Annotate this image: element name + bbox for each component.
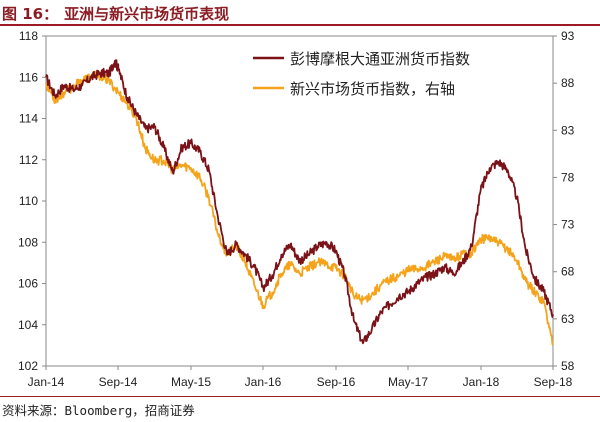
bottom-rule [0, 396, 600, 397]
left-tick-label: 106 [18, 277, 38, 291]
x-tick-label: Jan-18 [463, 375, 500, 389]
x-tick-label: May-15 [171, 375, 211, 389]
line-chart: 102 104 106 108 110 112 114 116 118 58 63 68 73 78 83 8… [18, 29, 575, 389]
left-tick-label: 104 [18, 318, 38, 332]
top-rule [0, 24, 600, 26]
right-tick-label: 68 [561, 265, 575, 279]
right-tick-label: 73 [561, 218, 575, 232]
series-layer [45, 59, 554, 346]
right-tick-label: 58 [561, 359, 575, 373]
source-note: 资料来源：Bloomberg，招商证券 [2, 403, 195, 418]
right-tick-label: 78 [561, 170, 575, 184]
legend-label: 新兴市场货币指数，右轴 [290, 81, 455, 98]
asia-currency-line [45, 59, 554, 345]
x-tick-label: Sep-18 [534, 375, 573, 389]
left-tick-label: 114 [19, 112, 38, 126]
x-tick-label: Jan-16 [245, 375, 282, 389]
left-tick-label: 116 [19, 70, 38, 84]
x-tick-label: May-17 [388, 375, 428, 389]
x-tick-label: Jan-14 [28, 375, 65, 389]
left-tick-label: 112 [19, 153, 38, 167]
right-tick-label: 63 [561, 312, 575, 326]
x-tick-label: Sep-14 [99, 375, 138, 389]
right-tick-label: 93 [561, 29, 575, 43]
legend-label: 彭博摩根大通亚洲货币指数 [290, 50, 470, 68]
chart-axes: 102 104 106 108 110 112 114 116 118 58 63 68 73 78 83 8… [18, 29, 575, 389]
right-tick-label: 88 [561, 76, 575, 90]
x-tick-label: Sep-16 [317, 375, 356, 389]
figure-title: 图 16： 亚洲与新兴市场货币表现 [2, 3, 235, 24]
left-tick-label: 118 [19, 29, 38, 43]
figure-title-text: 亚洲与新兴市场货币表现 [64, 5, 230, 23]
left-tick-label: 102 [18, 359, 38, 373]
figure-label: 图 16： [2, 5, 59, 23]
left-tick-label: 108 [18, 235, 38, 249]
left-tick-label: 110 [19, 194, 38, 208]
right-tick-label: 83 [561, 123, 575, 137]
